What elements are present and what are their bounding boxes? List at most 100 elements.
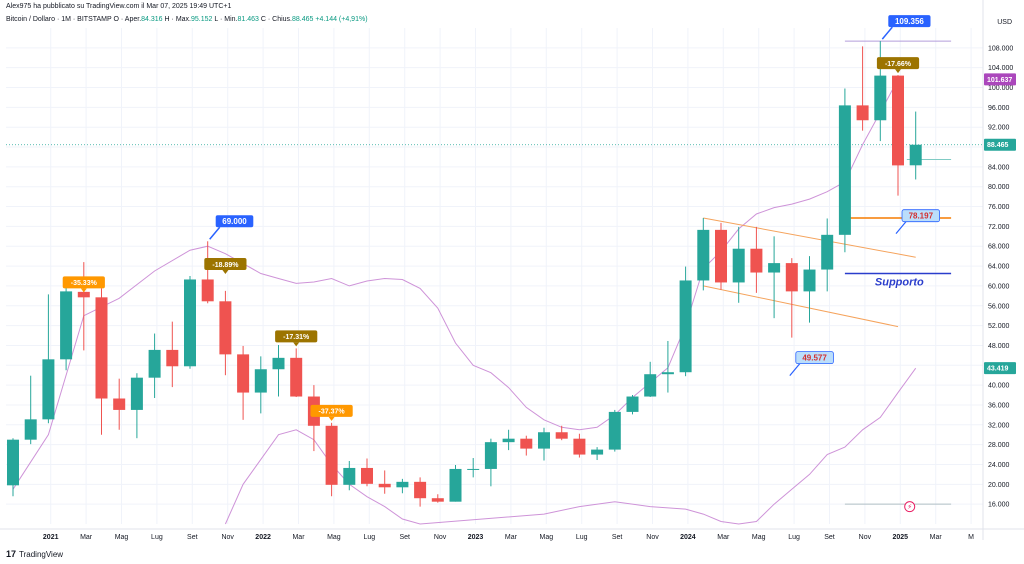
annotation-label-box — [310, 404, 353, 417]
candle-body — [219, 301, 232, 355]
x-tick-label: Set — [824, 534, 835, 541]
candle-body — [396, 481, 409, 488]
time-axis[interactable]: 2021 Mar Mag Lug Set Nov 2022 Mar Mag Lug Set Nov 20… — [0, 528, 1024, 541]
x-tick-label: Mar — [930, 534, 943, 541]
close-label: C — [260, 16, 266, 23]
annotation-label-box — [901, 209, 940, 223]
low-label: L — [214, 16, 219, 23]
candle-body — [856, 105, 869, 121]
label-pointer — [895, 221, 907, 235]
candles — [7, 41, 922, 507]
y-tick-label: 56.000 — [988, 303, 1010, 310]
candle-body — [697, 229, 710, 281]
x-tick-label: 2025 — [893, 534, 909, 541]
y-tick-label: 68.000 — [988, 244, 1010, 251]
label-pointer — [881, 26, 893, 40]
candle-body — [343, 467, 356, 485]
candle-body — [555, 432, 568, 439]
annotation-label-box — [204, 258, 247, 270]
x-tick-label: Lug — [788, 534, 800, 541]
x-tick-label: Mag — [539, 534, 553, 541]
annotation-label: 49.577 — [802, 353, 827, 362]
candle-body — [24, 419, 37, 440]
x-tick-label: Set — [399, 534, 410, 541]
min-label: Min. — [224, 16, 238, 23]
price-tag-box — [984, 362, 1016, 375]
candle-body — [148, 349, 161, 378]
label-pointer — [328, 416, 335, 421]
candle-body — [750, 248, 763, 273]
annotations: 69.000 109.356 -35.33% -18.89% -17.31% -37.37… — [62, 15, 940, 513]
x-tick-label: Mag — [115, 534, 129, 541]
candle-body — [77, 291, 90, 298]
x-tick-label: Mar — [505, 534, 518, 541]
y-tick-label: 96.000 — [988, 105, 1010, 112]
candle-body — [130, 377, 143, 410]
tradingview-logo[interactable]: 17 TradingView — [6, 549, 63, 559]
candle-body — [803, 269, 816, 292]
annotation-label-box — [795, 351, 834, 365]
x-tick-label: Set — [187, 534, 198, 541]
label-pointer — [80, 288, 87, 293]
candle-body — [626, 396, 639, 412]
x-tick-label: Nov — [221, 534, 234, 541]
candle-body — [502, 438, 515, 443]
x-tick-label: 2022 — [255, 534, 271, 541]
high-value: 95.152 — [191, 16, 213, 23]
candle-body — [60, 291, 73, 360]
x-tick-label: 2023 — [468, 534, 484, 541]
upper-band-line — [12, 79, 899, 490]
y-tick-label: 76.000 — [988, 204, 1010, 211]
label-pointer — [293, 342, 300, 347]
candle-body — [484, 442, 497, 469]
y-tick-label: 28.000 — [988, 442, 1010, 449]
annotation-label-box — [876, 57, 920, 70]
candle-body — [201, 279, 214, 302]
candle-body — [679, 280, 692, 373]
annotation-label: -35.33% — [71, 280, 98, 287]
high-label: H — [164, 16, 170, 23]
y-tick-label: 64.000 — [988, 264, 1010, 271]
y-tick-label: 72.000 — [988, 224, 1010, 231]
symbol-name[interactable]: Bitcoin / Dollaro · 1M · BITSTAMP — [6, 16, 112, 23]
candle-body — [113, 398, 126, 410]
channel-lower-line — [703, 285, 899, 328]
x-tick-label: Lug — [363, 534, 375, 541]
x-tick-label: Lug — [151, 534, 163, 541]
price-tag-box — [984, 138, 1016, 151]
y-tick-label: 52.000 — [988, 323, 1010, 330]
open-value: 84.316 — [141, 16, 163, 23]
candle-body — [414, 481, 427, 499]
candle-body — [361, 467, 373, 484]
price-tag-box — [984, 73, 1016, 86]
candle-body — [95, 297, 108, 399]
x-tick-label: 2024 — [680, 534, 696, 541]
x-tick-label: Mar — [717, 534, 730, 541]
candle-body — [7, 439, 19, 486]
lightning-glyph: ⚡ — [907, 503, 912, 511]
x-tick-label: Mag — [752, 534, 766, 541]
x-tick-label: Nov — [434, 534, 447, 541]
annotation-label: 109.356 — [895, 17, 924, 26]
y-tick-label: 60.000 — [988, 283, 1010, 290]
annotation-label: -37.37% — [319, 409, 346, 416]
candle-body — [237, 354, 250, 393]
price-tag-label: 43.419 — [987, 366, 1009, 373]
candle-body — [166, 349, 179, 367]
x-tick-label: Nov — [859, 534, 872, 541]
y-tick-label: 32.000 — [988, 422, 1010, 429]
price-axis[interactable]: 16.000 20.000 24.000 28.000 32.000 36.000 40.0… — [982, 0, 1016, 540]
candle-body — [325, 425, 338, 485]
x-tick-label: Nov — [646, 534, 659, 541]
y-tick-label: 104.000 — [988, 65, 1013, 72]
ohlc-legend: Bitcoin / Dollaro · 1M · BITSTAMP O · Ap… — [6, 16, 368, 23]
chius-label: Chius. — [272, 16, 292, 23]
candle-body — [272, 357, 285, 370]
candle-body — [290, 357, 303, 397]
candle-body — [538, 432, 550, 449]
y-tick-label: 24.000 — [988, 462, 1010, 469]
x-tick-label: Mar — [292, 534, 305, 541]
annotation-label: 69.000 — [222, 217, 247, 226]
currency-label[interactable]: USD — [997, 19, 1012, 26]
